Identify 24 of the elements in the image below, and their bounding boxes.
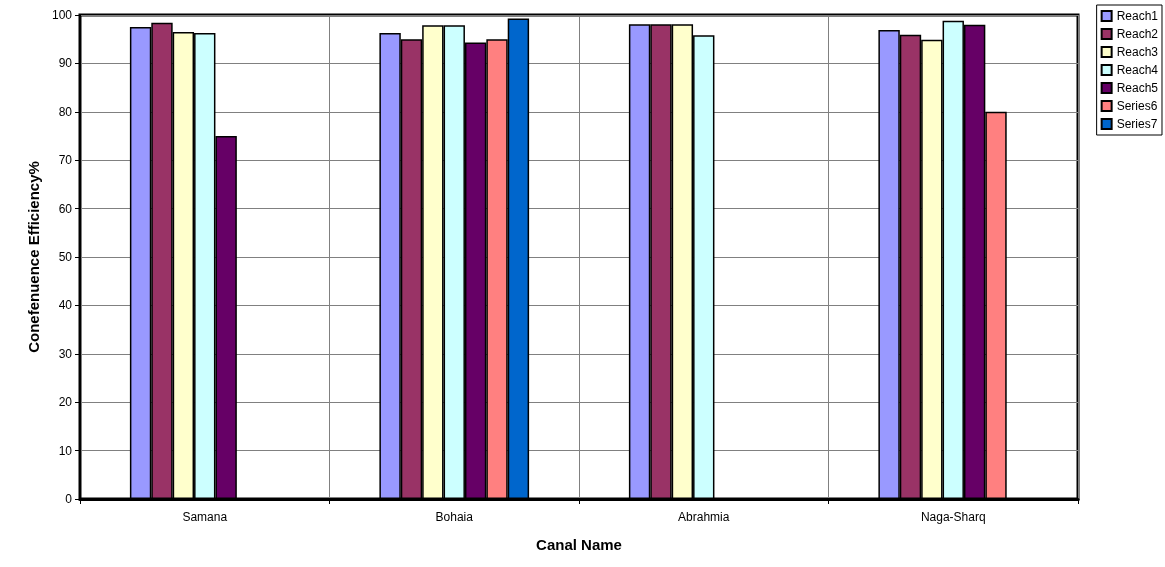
y-tick-label: 0 (65, 492, 73, 506)
y-tick-label: 50 (58, 250, 73, 264)
y-tick-label: 20 (58, 395, 73, 410)
y-tick-label: 60 (58, 201, 73, 216)
legend-label: Reach5 (1116, 81, 1159, 95)
y-tick-label: 10 (58, 443, 73, 458)
y-tick-label: 30 (58, 346, 73, 361)
y-tick-label: 70 (58, 153, 73, 168)
x-tick-label: Samana (182, 510, 228, 524)
y-tick-label: 100 (51, 8, 73, 22)
x-tick-label: Abrahmia (678, 510, 730, 524)
legend-label: Reach1 (1116, 9, 1159, 23)
x-tick-label: Bohaia (435, 510, 474, 524)
y-tick-label: 40 (58, 298, 73, 313)
x-tick-label: Naga-Sharq (920, 510, 986, 524)
legend-label: Reach2 (1116, 27, 1159, 41)
legend-label: Series6 (1116, 99, 1158, 113)
y-axis-title: Conefenuence Efficiency% (25, 161, 43, 353)
legend-label: Series7 (1116, 117, 1158, 131)
y-tick-label: 80 (58, 104, 73, 119)
y-tick-label: 90 (58, 56, 73, 71)
legend-label: Reach3 (1116, 45, 1159, 59)
x-axis-title: Canal Name (536, 536, 622, 553)
legend-label: Reach4 (1116, 63, 1159, 77)
